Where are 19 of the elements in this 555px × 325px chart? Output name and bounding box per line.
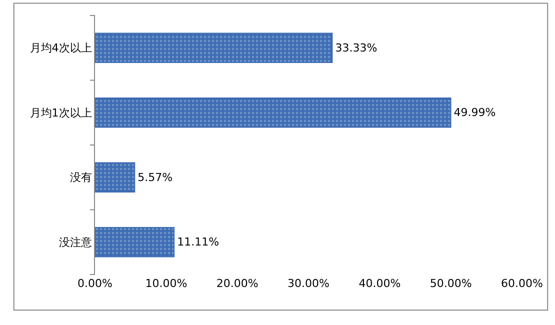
data-label: 33.33% xyxy=(335,41,378,54)
y-tick-label: 月均1次以上 xyxy=(30,106,92,120)
x-tick-label: 0.00% xyxy=(78,277,112,290)
data-label: 49.99% xyxy=(454,106,496,120)
bar xyxy=(95,32,333,63)
y-tick-label: 月均4次以上 xyxy=(30,42,92,55)
y-tick-label: 没有 xyxy=(70,171,92,184)
x-tick-label: 40.00% xyxy=(358,277,401,290)
bar xyxy=(95,227,175,258)
y-tick-label: 没注意 xyxy=(58,236,92,249)
x-tick-label: 50.00% xyxy=(430,277,472,290)
x-tick-label: 20.00% xyxy=(216,277,258,290)
bar xyxy=(95,98,452,128)
bar xyxy=(95,162,136,192)
data-label: 11.11% xyxy=(177,236,220,249)
x-tick-label: 60.00% xyxy=(501,277,543,290)
data-label: 5.57% xyxy=(138,170,173,184)
x-tick-label: 10.00% xyxy=(145,277,188,290)
x-tick-label: 30.00% xyxy=(288,277,330,290)
